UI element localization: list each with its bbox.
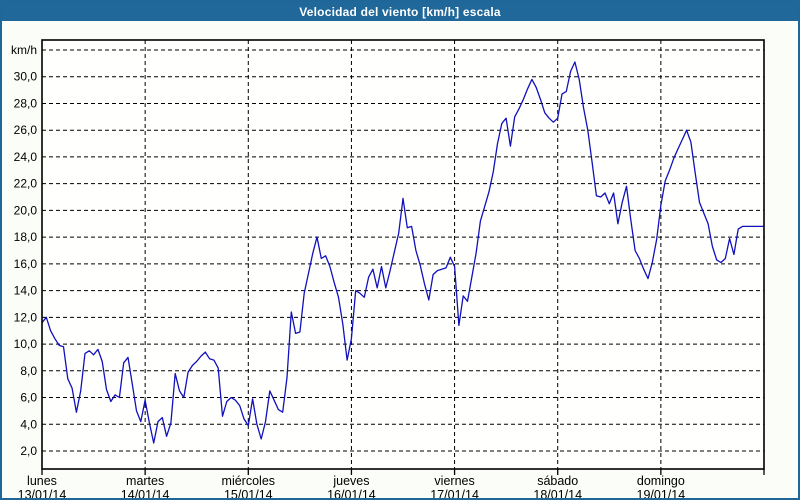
y-tick-label: 22,0 [14, 177, 38, 191]
y-tick-label: 16,0 [14, 257, 38, 271]
y-tick-label: 26,0 [14, 123, 38, 137]
day-name-label: domingo [637, 474, 685, 488]
plot-area [42, 40, 764, 469]
day-name-label: lunes [27, 474, 57, 488]
plot-border [41, 39, 765, 470]
day-date-label: 15/01/14 [224, 488, 273, 500]
y-tick-label: 4,0 [20, 417, 37, 431]
wind-speed-chart: km/h 30,0 28,0 26,0 24,0 22,0 20,0 18,0 16,0 14,0… [11, 39, 765, 500]
day-name-label: sábado [537, 474, 578, 488]
day-date-label: 14/01/14 [121, 488, 170, 500]
y-tick-label: 20,0 [14, 203, 38, 217]
y-tick-label: 14,0 [14, 284, 38, 298]
chart-title: Velocidad del viento [km/h] escala [299, 4, 501, 19]
chart-title-bar: Velocidad del viento [km/h] escala [2, 2, 798, 21]
y-tick-label: 28,0 [14, 96, 38, 110]
y-tick-label: 2,0 [20, 444, 37, 458]
day-name-label: viernes [434, 474, 474, 488]
day-name-label: martes [126, 474, 164, 488]
y-tick-label: 12,0 [14, 310, 38, 324]
day-date-label: 18/01/14 [533, 488, 582, 500]
day-date-label: 17/01/14 [430, 488, 479, 500]
y-tick-label: 18,0 [14, 230, 38, 244]
day-date-label: 13/01/14 [18, 488, 67, 500]
day-name-label: miércoles [222, 474, 276, 488]
wind-speed-line [41, 61, 764, 444]
day-name-label: jueves [332, 474, 369, 488]
y-tick-label: 30,0 [14, 70, 38, 84]
day-date-label: 16/01/14 [327, 488, 376, 500]
y-tick-label: 10,0 [14, 337, 38, 351]
unit-label: km/h [11, 43, 37, 57]
y-tick-label: 24,0 [14, 150, 38, 164]
y-tick-label: 6,0 [20, 391, 37, 405]
y-tick-label: 8,0 [20, 364, 37, 378]
day-date-label: 19/01/14 [637, 488, 686, 500]
